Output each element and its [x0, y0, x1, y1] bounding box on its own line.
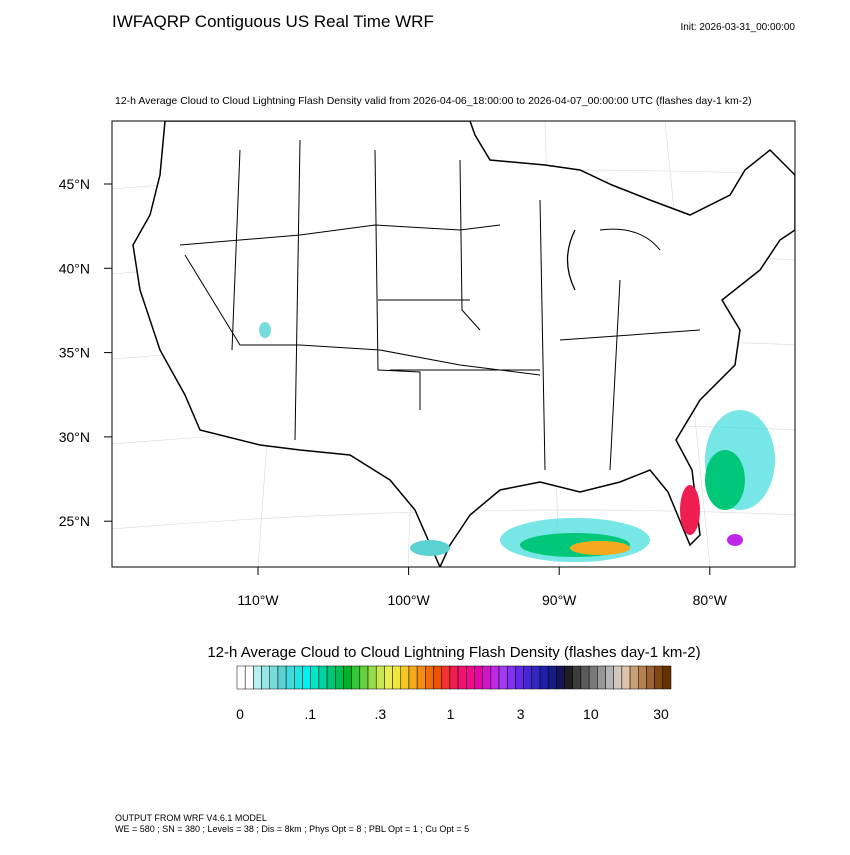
title: IWFAQRP Contiguous US Real Time WRF: [112, 12, 434, 31]
colorbar-swatch: [474, 665, 483, 690]
colorbar-label: 0: [236, 706, 244, 722]
colorbar-swatch: [449, 665, 459, 690]
colorbar-swatch: [490, 665, 500, 690]
footer-line: WE = 580 ; SN = 380 ; Levels = 38 ; Dis …: [115, 824, 469, 834]
colorbar-swatch: [466, 665, 475, 690]
colorbar-swatch: [621, 665, 631, 690]
map-frame: [111, 120, 796, 568]
footer-line: OUTPUT FROM WRF V4.6.1 MODEL: [115, 813, 267, 823]
colorbar-swatch: [400, 665, 410, 690]
colorbar-swatch: [269, 665, 279, 690]
state-lines: [179, 139, 701, 471]
colorbar-swatch: [457, 665, 467, 690]
colorbar-swatch: [662, 665, 672, 690]
colorbar-swatch: [375, 665, 385, 690]
colorbar-swatch: [637, 665, 647, 690]
colorbar-swatch: [343, 665, 352, 690]
colorbar-swatch: [556, 665, 565, 690]
colorbar-label: 1: [447, 706, 455, 722]
colorbar-swatch: [285, 665, 295, 690]
colorbar-swatch: [351, 665, 361, 690]
colorbar-swatch: [482, 665, 492, 690]
colorbar-swatch: [441, 665, 451, 690]
lat-label: 40°N: [59, 260, 90, 276]
colorbar-swatch: [384, 665, 393, 690]
colorbar-swatch: [261, 665, 271, 690]
colorbar-swatch: [588, 665, 598, 690]
colorbar-label: 3: [517, 706, 525, 722]
colorbar-swatch: [408, 665, 418, 690]
colorbar-title: 12-h Average Cloud to Cloud Lightning Fl…: [207, 644, 700, 661]
colorbar-swatch: [531, 665, 541, 690]
colorbar-swatch: [359, 665, 369, 690]
colorbar-label: 30: [653, 706, 669, 722]
colorbar-swatch: [294, 665, 303, 690]
lat-label: 30°N: [59, 429, 90, 445]
colorbar-swatch: [425, 665, 434, 690]
lat-label: 25°N: [59, 513, 90, 529]
colorbar-swatch: [326, 665, 336, 690]
colorbar-swatch: [310, 665, 320, 690]
colorbar-swatch: [564, 665, 573, 690]
colorbar-swatch: [506, 665, 516, 690]
lon-label: 90°W: [542, 592, 577, 608]
colorbar-swatch: [580, 665, 590, 690]
lightning-areas: [259, 322, 775, 562]
colorbar-swatch: [302, 665, 311, 690]
colorbar-swatch: [646, 665, 655, 690]
colorbar-swatch: [547, 665, 557, 690]
colorbar-swatch: [318, 665, 328, 690]
colorbar-swatch: [367, 665, 377, 690]
colorbar-swatch: [539, 665, 549, 690]
colorbar-swatch: [498, 665, 508, 690]
colorbar-swatch: [416, 665, 426, 690]
lon-label: 110°W: [237, 592, 279, 608]
lat-label: 45°N: [59, 176, 90, 192]
colorbar-swatch: [572, 665, 582, 690]
init-time: Init: 2026-03-31_00:00:00: [680, 22, 795, 33]
colorbar-swatch: [597, 665, 606, 690]
colorbar-swatch: [433, 665, 442, 690]
colorbar-swatch: [613, 665, 623, 690]
lon-label: 100°W: [388, 592, 431, 608]
colorbar-label: .1: [304, 706, 316, 722]
map: [112, 121, 795, 567]
lon-label: 80°W: [693, 592, 728, 608]
colorbar-swatch: [629, 665, 639, 690]
colorbar-swatch: [515, 665, 524, 690]
colorbar-swatch: [523, 665, 533, 690]
subtitle: 12-h Average Cloud to Cloud Lightning Fl…: [115, 95, 752, 107]
colorbar-swatch: [654, 665, 664, 690]
colorbar-label: 10: [583, 706, 599, 722]
colorbar-swatch: [605, 665, 614, 690]
colorbar-swatch: [236, 665, 246, 690]
colorbar-swatch: [253, 665, 262, 690]
colorbar-swatch: [244, 665, 254, 690]
colorbar-label: .3: [374, 706, 386, 722]
colorbar-swatch: [277, 665, 287, 690]
colorbar-swatch: [392, 665, 402, 690]
lat-label: 35°N: [59, 345, 90, 361]
colorbar-swatch: [335, 665, 344, 690]
